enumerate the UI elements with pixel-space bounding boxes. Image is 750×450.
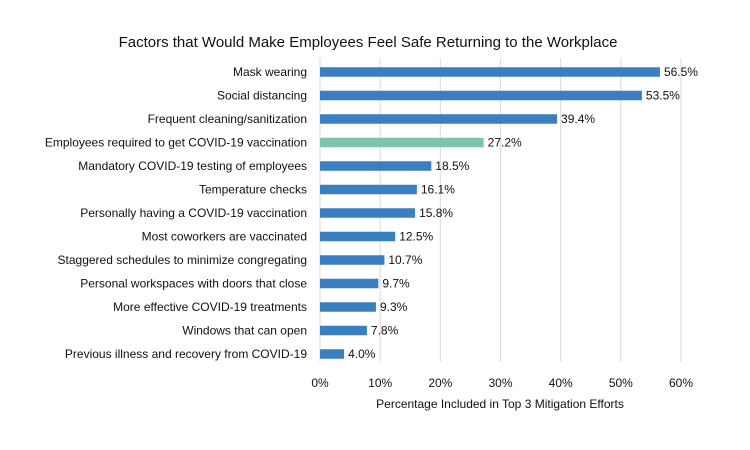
bar xyxy=(320,67,660,77)
bar xyxy=(320,255,385,265)
bar xyxy=(320,325,367,336)
bar xyxy=(320,349,345,359)
bar xyxy=(320,90,642,101)
category-labels: Mask wearing Social distancing Frequent cl… xyxy=(45,65,307,361)
data-label: 16.1% xyxy=(421,183,455,197)
bar xyxy=(320,114,558,124)
x-tick-label: 60% xyxy=(669,376,693,390)
x-tick-label: 10% xyxy=(368,376,392,390)
data-label: 15.8% xyxy=(419,206,453,220)
data-label: 7.8% xyxy=(371,324,399,338)
category-label: Most coworkers are vaccinated xyxy=(142,230,307,244)
data-label: 53.5% xyxy=(646,89,680,103)
bar xyxy=(320,231,396,242)
chart-title: Factors that Would Make Employees Feel S… xyxy=(119,34,618,51)
category-label: Employees required to get COVID-19 vacci… xyxy=(45,136,307,150)
category-label: Frequent cleaning/sanitization xyxy=(148,112,307,126)
category-label: Windows that can open xyxy=(182,324,307,338)
value-labels: 56.5% 53.5% 39.4% 27.2% 18.5% 16.1% 15.8% 12.5%… xyxy=(348,65,698,361)
data-label: 9.3% xyxy=(380,300,408,314)
category-label: Mandatory COVID-19 testing of employees xyxy=(78,159,307,173)
bar xyxy=(320,184,417,195)
x-axis-title: Percentage Included in Top 3 Mitigation … xyxy=(376,397,624,411)
category-label: More effective COVID-19 treatments xyxy=(113,300,307,314)
category-label: Personal workspaces with doors that clos… xyxy=(80,277,307,291)
x-tick-label: 50% xyxy=(609,376,633,390)
x-tick-label: 0% xyxy=(311,376,329,390)
bar xyxy=(320,161,432,171)
data-label: 4.0% xyxy=(348,347,376,361)
x-tick-label: 40% xyxy=(549,376,573,390)
category-label: Personally having a COVID-19 vaccination xyxy=(80,206,307,220)
data-label: 12.5% xyxy=(399,230,433,244)
gridlines xyxy=(319,58,682,362)
bars xyxy=(320,67,660,359)
data-label: 18.5% xyxy=(435,159,469,173)
x-tick-label: 30% xyxy=(488,376,512,390)
x-tick-label: 20% xyxy=(428,376,452,390)
bar xyxy=(320,302,376,312)
data-label: 10.7% xyxy=(388,253,422,267)
category-label: Previous illness and recovery from COVID… xyxy=(65,347,307,361)
bar xyxy=(320,208,416,218)
data-label: 27.2% xyxy=(488,136,522,150)
bar xyxy=(320,278,379,289)
data-label: 56.5% xyxy=(664,65,698,79)
category-label: Staggered schedules to minimize congrega… xyxy=(58,253,307,267)
bar xyxy=(320,137,484,148)
category-label: Mask wearing xyxy=(233,65,307,79)
x-axis-tick-labels: 0% 10% 20% 30% 40% 50% 60% xyxy=(311,376,693,390)
data-label: 9.7% xyxy=(382,277,410,291)
category-label: Social distancing xyxy=(217,89,307,103)
data-label: 39.4% xyxy=(561,112,595,126)
category-label: Temperature checks xyxy=(199,183,307,197)
